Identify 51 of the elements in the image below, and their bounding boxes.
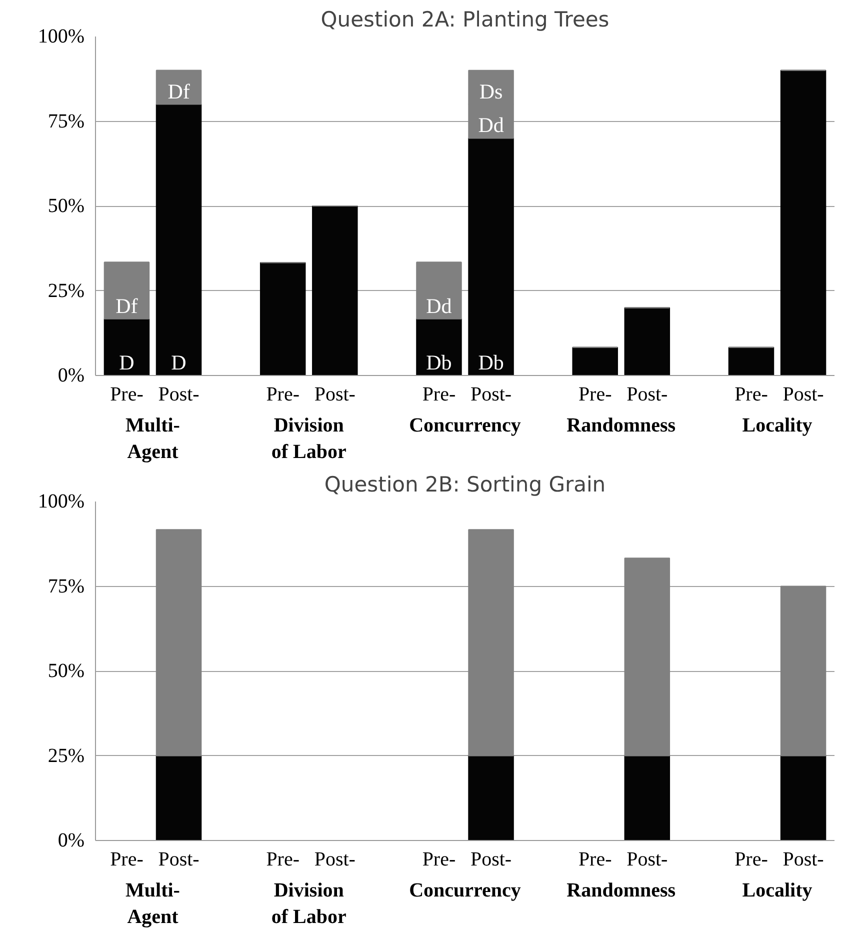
chart-title: Question 2A: Planting Trees [320,8,610,32]
x-tick-label: Post- [626,848,668,870]
text: Division of Labor [271,880,346,928]
y-tick-label: 25% [48,280,85,302]
x-tick-label: Post- [782,848,824,870]
y-tick-label: 75% [48,110,85,132]
y-tick-label: 0% [58,364,85,386]
x-tick-label: Pre- [110,384,144,406]
x-tick-label: Post- [158,848,200,870]
x-tick-label: Pre- [578,848,612,870]
y-tick-label: 100% [38,490,85,512]
text: Concurrency [409,880,521,902]
x-tick-label: Pre- [422,848,456,870]
x-tick-label: Pre- [110,848,144,870]
text: Locality [742,880,812,902]
x-tick-label: Pre- [422,384,456,406]
text: Multi- Agent [126,880,180,928]
text: Randomness [566,414,676,436]
x-tick-label: Post- [626,384,668,406]
data-label: Db [426,350,452,374]
y-tick-label: 0% [58,830,85,852]
x-tick-label: Post- [470,848,512,870]
x-tick-label: Post- [782,384,824,406]
data-label: D [119,350,134,374]
chart-title: Question 2B: Sorting Grain [324,472,606,496]
x-tick-label: Pre- [266,848,300,870]
y-tick-label: 50% [48,195,85,217]
x-tick-label: Post- [158,384,200,406]
data-label: Df [168,79,190,104]
data-label: Db [478,350,504,374]
y-tick-label: 50% [48,660,85,682]
data-label: Df [116,294,138,318]
data-label: Ds [479,79,503,104]
x-tick-label: Pre- [734,384,768,406]
x-tick-label: Post- [314,848,356,870]
data-label: Dd [426,294,452,318]
text: Randomness [566,880,676,902]
x-tick-label: Pre- [734,848,768,870]
data-label: Dd [478,113,504,138]
x-tick-label: Post- [314,384,356,406]
data-label: D [171,350,186,374]
text: Multi- Agent [126,414,180,463]
x-tick-label: Post- [470,384,512,406]
y-tick-label: 100% [38,26,85,48]
y-tick-label: 25% [48,744,85,767]
x-tick-label: Pre- [266,384,300,406]
text: Locality [742,414,812,436]
x-tick-label: Pre- [578,384,612,406]
y-tick-label: 75% [48,575,85,598]
text: Concurrency [409,414,521,436]
text: Division of Labor [271,414,346,463]
